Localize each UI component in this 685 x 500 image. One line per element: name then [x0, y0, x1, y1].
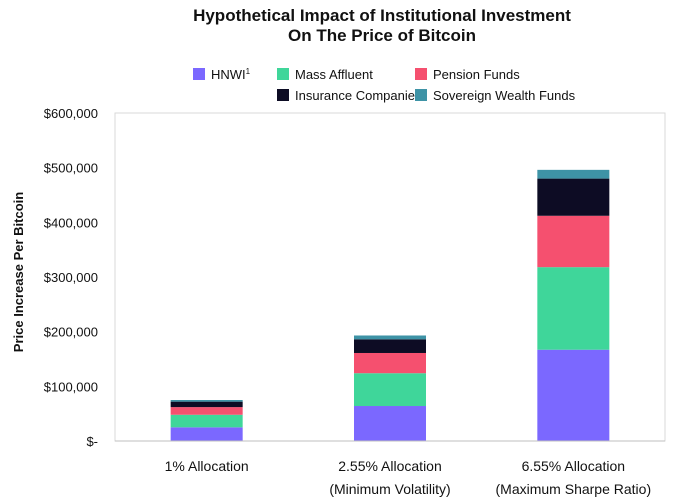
- y-tick-label: $500,000: [44, 161, 98, 176]
- legend-item: Pension Funds: [415, 67, 520, 82]
- legend-swatch: [277, 68, 289, 80]
- legend-label: Insurance Companies: [295, 88, 422, 103]
- bar-segment-insurance-companies-3: [537, 178, 610, 216]
- chart-subtitle: On The Price of Bitcoin: [288, 26, 476, 45]
- legend-swatch: [415, 89, 427, 101]
- legend: HNWI1 Mass Affluent Pension Funds Insurance…: [193, 67, 576, 103]
- legend-item: Insurance Companies: [277, 88, 422, 103]
- legend-label: Sovereign Wealth Funds: [433, 88, 576, 103]
- bar-segment-hnwi-3: [537, 349, 610, 441]
- legend-swatch: [193, 68, 205, 80]
- legend-label: HNWI1: [211, 67, 251, 82]
- y-tick-label: $400,000: [44, 215, 98, 230]
- bar-segment-pension-funds-2: [354, 352, 426, 374]
- bar-segment-sovereign-wealth-funds-2: [354, 335, 426, 340]
- bar-segment-sovereign-wealth-funds-3: [537, 169, 610, 179]
- x-tick-label: 1% Allocation: [165, 458, 249, 474]
- bar-segment-mass-affluent-2: [354, 373, 426, 407]
- legend-label: Pension Funds: [433, 67, 520, 82]
- bar-segment-insurance-companies-2: [354, 339, 426, 353]
- legend-item: Mass Affluent: [277, 67, 373, 82]
- y-tick-label: $600,000: [44, 106, 98, 121]
- bar-segment-hnwi-2: [354, 406, 426, 441]
- y-tick-label: $-: [86, 434, 98, 449]
- legend-label: Mass Affluent: [295, 67, 373, 82]
- legend-item: Sovereign Wealth Funds: [415, 88, 576, 103]
- bar-segment-pension-funds-1: [170, 407, 243, 415]
- y-tick-label: $200,000: [44, 325, 98, 340]
- x-tick-label: 2.55% Allocation: [338, 458, 442, 474]
- x-tick-label: 6.55% Allocation: [522, 458, 626, 474]
- bar-segment-pension-funds-3: [537, 215, 610, 268]
- legend-item: HNWI1: [193, 67, 251, 82]
- legend-superscript: 1: [246, 67, 251, 76]
- bar-segment-mass-affluent-3: [537, 267, 610, 350]
- x-tick-label: (Maximum Sharpe Ratio): [496, 481, 652, 497]
- plot-area: $- $100,000 $200,000 $300,000 $400,000 $500,0…: [44, 106, 666, 497]
- y-tick-label: $100,000: [44, 379, 98, 394]
- bar-segment-insurance-companies-1: [170, 401, 243, 408]
- bar-segment-mass-affluent-1: [170, 414, 243, 428]
- bar-segment-sovereign-wealth-funds-1: [170, 400, 243, 402]
- y-axis-label: Price Increase Per Bitcoin: [11, 192, 26, 352]
- legend-swatch: [415, 68, 427, 80]
- y-tick-label: $300,000: [44, 270, 98, 285]
- legend-swatch: [277, 89, 289, 101]
- x-tick-label: (Minimum Volatility): [329, 481, 450, 497]
- chart-title: Hypothetical Impact of Institutional Inv…: [193, 6, 571, 25]
- bar-segment-hnwi-1: [170, 427, 243, 441]
